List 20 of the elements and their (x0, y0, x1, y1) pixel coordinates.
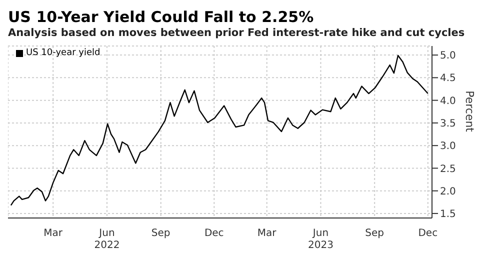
x-tick-label: Jun 2022 (94, 228, 120, 251)
chart-subtitle: Analysis based on moves between prior Fed interest-rate hike and cut cycles (8, 26, 466, 40)
x-tick-label: Dec (204, 228, 224, 239)
legend-label: US 10-year yield (26, 48, 100, 58)
y-tick-label: 4.0 (440, 96, 456, 107)
y-tick-label: 2.0 (440, 186, 456, 198)
x-tick-label: Dec (418, 228, 438, 239)
y-tick-label: 5.0 (440, 50, 456, 62)
y-tick-label: 2.5 (440, 164, 456, 175)
x-tick-label: Sep (365, 228, 384, 239)
x-tick-label: Mar (44, 228, 64, 239)
y-tick-label: 1.5 (440, 209, 456, 220)
y-tick-label: 4.5 (440, 73, 456, 84)
chart-title: US 10-Year Yield Could Fall to 2.25% (8, 8, 315, 26)
y-tick-label: 3.5 (440, 118, 456, 130)
x-tick-label: Mar (257, 228, 278, 239)
y-tick-label: 3.0 (440, 141, 456, 152)
x-tick-label: Jun 2023 (308, 228, 334, 251)
x-tick-label: Sep (151, 228, 170, 239)
y-axis-title: Percent (463, 90, 476, 133)
